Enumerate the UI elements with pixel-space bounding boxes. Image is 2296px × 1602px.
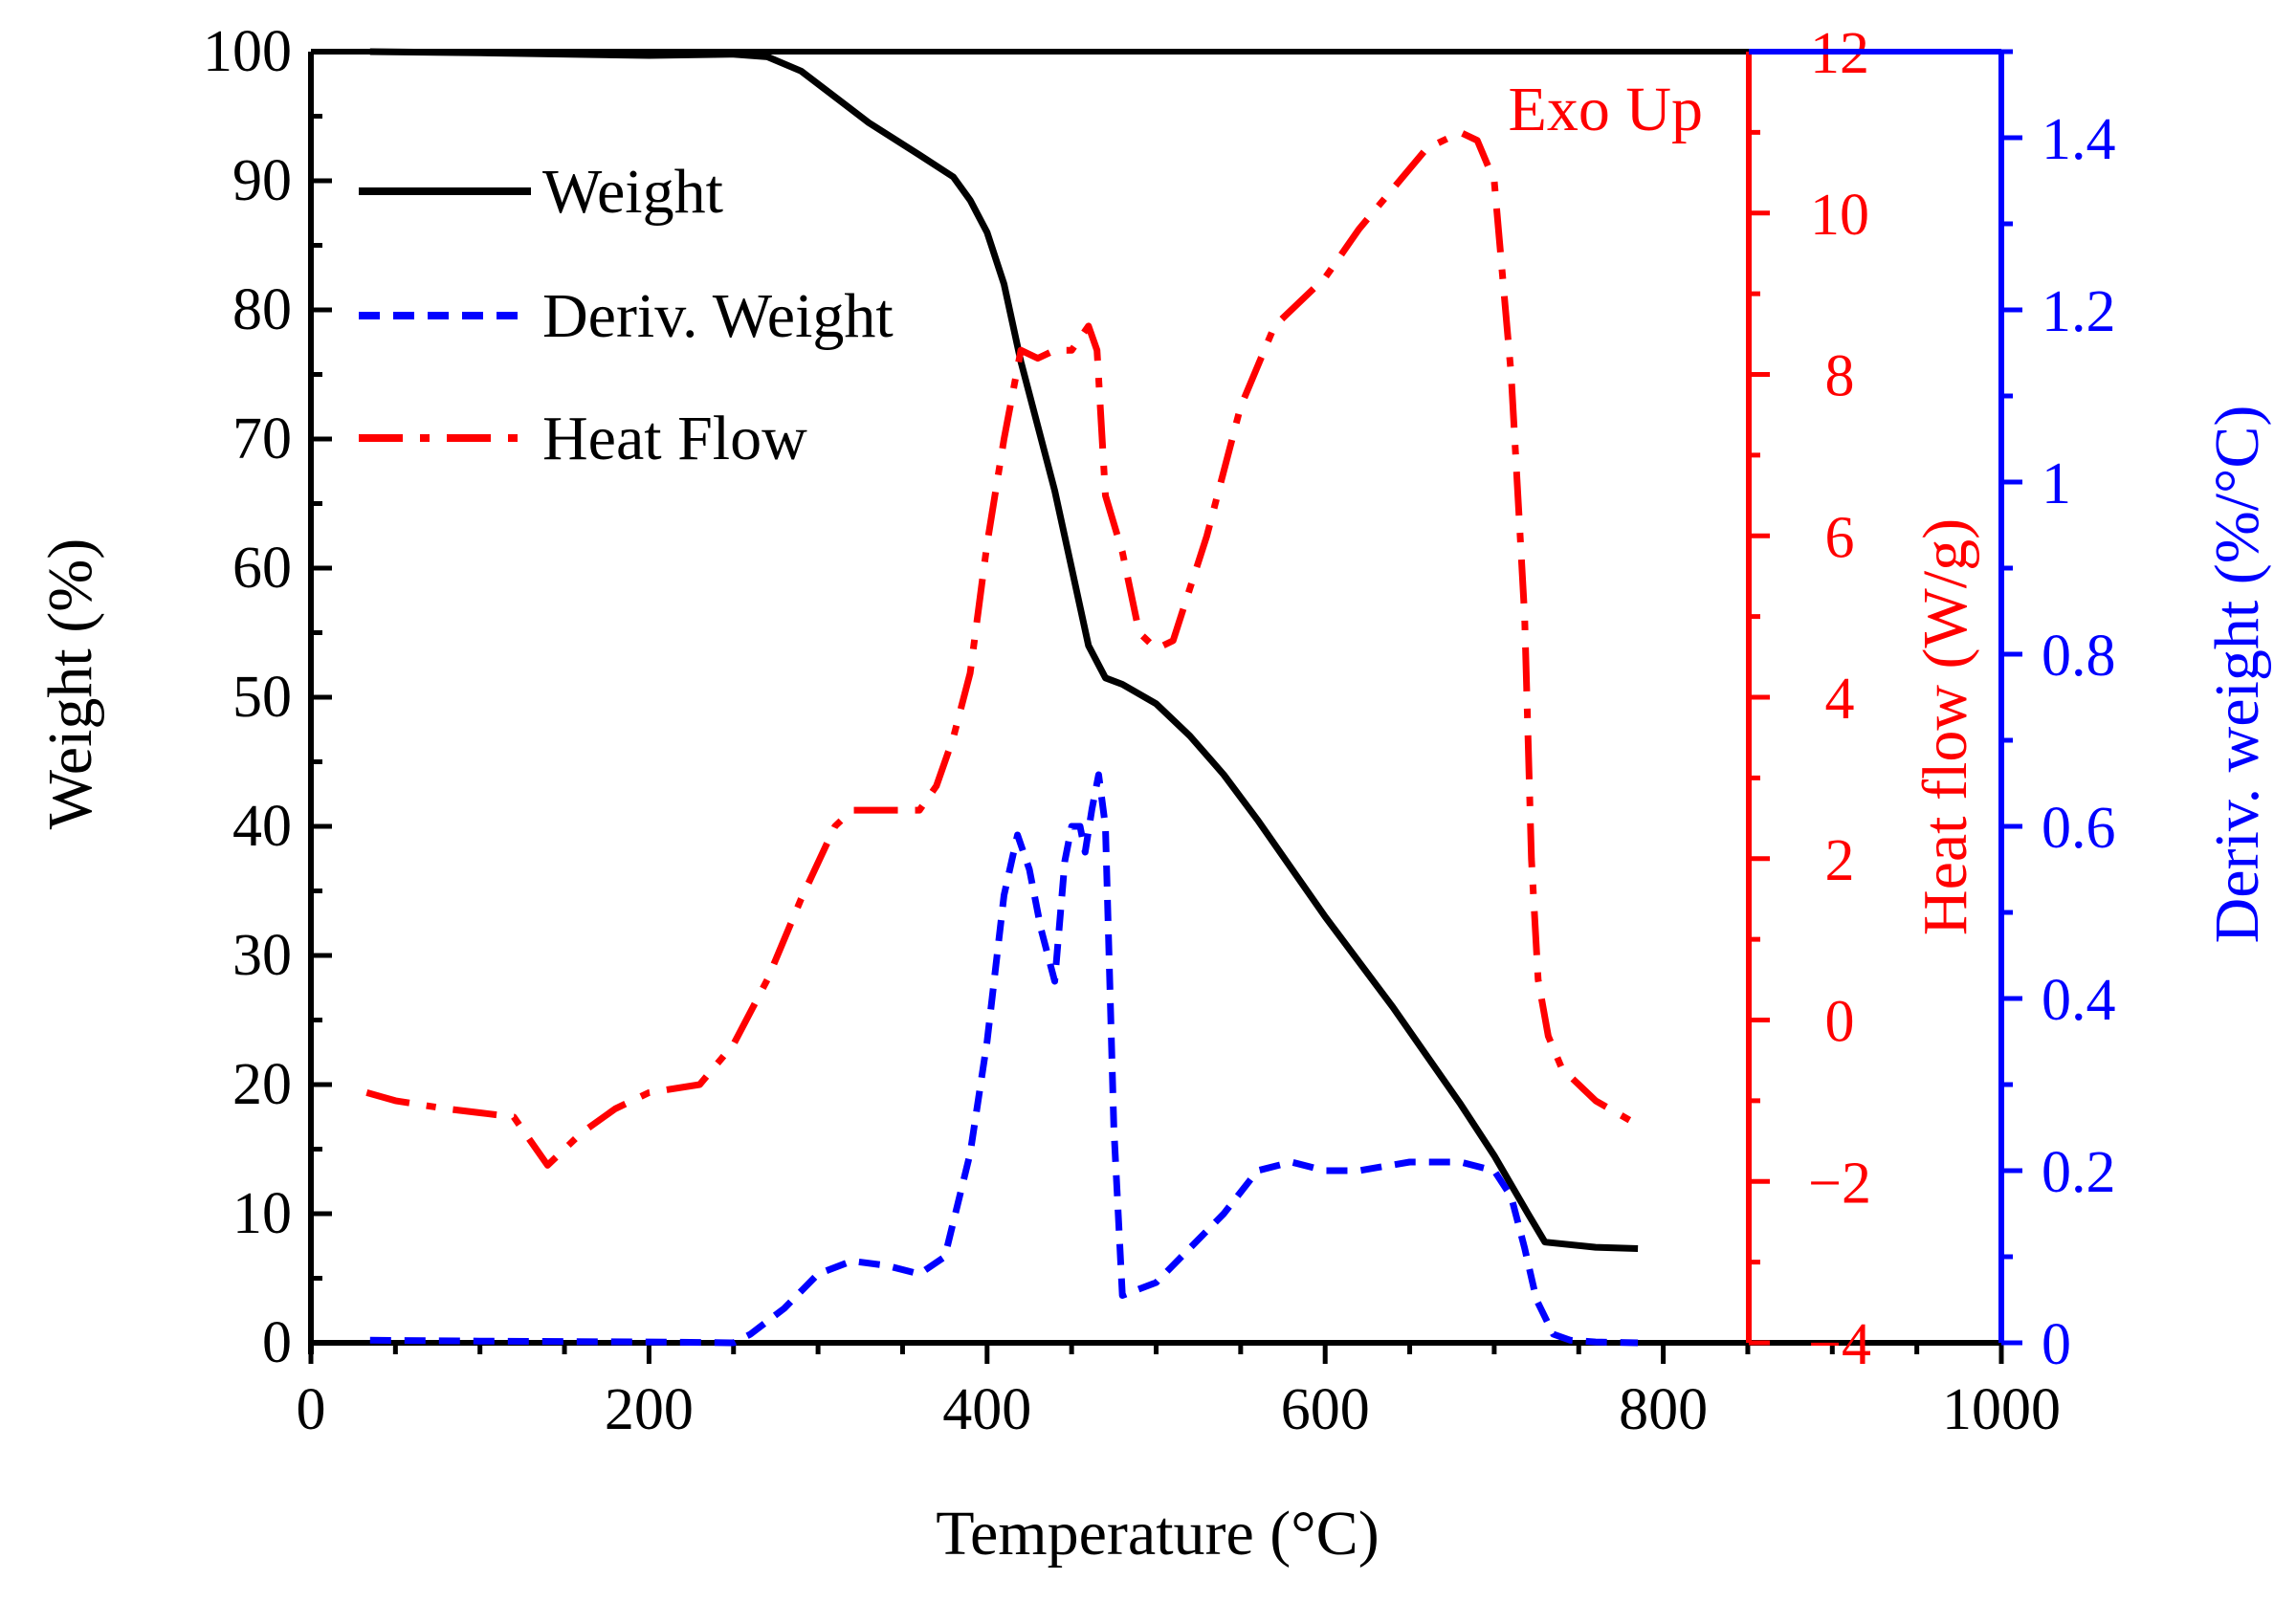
y-left-tick-label: 40 <box>232 794 292 859</box>
y-deriv-tick-label: 0.6 <box>2042 796 2116 861</box>
x-axis-title: Temperature (°C) <box>936 1499 1379 1569</box>
y-left-tick-label: 70 <box>232 406 292 472</box>
legend-item-deriv-weight: Deriv. Weight <box>359 281 894 351</box>
y-left-tick-label: 50 <box>232 665 292 730</box>
y-heat-axis-title: Heat flow (W/g) <box>1910 518 1980 935</box>
y-deriv-tick-label: 0 <box>2042 1312 2071 1377</box>
legend-label-weight: Weight <box>542 157 723 227</box>
x-tick-label: 200 <box>605 1377 694 1442</box>
series-layer <box>365 48 1640 1347</box>
series-line-weight <box>369 48 1639 1252</box>
y-heat-tick-label: 2 <box>1825 828 1855 893</box>
y-deriv-tick-label: 1 <box>2042 451 2071 516</box>
y-deriv-tick-label: 0.2 <box>2042 1140 2116 1205</box>
y-left-tick-label: 20 <box>232 1052 292 1117</box>
legend-item-weight: Weight <box>359 157 723 227</box>
legend-label-deriv-weight: Deriv. Weight <box>542 281 894 351</box>
x-tick-label: 0 <box>297 1377 326 1442</box>
y-deriv-tick-label: 1.2 <box>2042 279 2116 344</box>
y-heat-tick-label: −4 <box>1808 1312 1871 1377</box>
y-left-tick-label: 10 <box>232 1181 292 1246</box>
y-left-tick-label: 30 <box>232 923 292 988</box>
series-line-deriv-weight <box>369 771 1639 1347</box>
y-left-tick-label: 0 <box>262 1310 292 1375</box>
y-deriv-tick-label: 0.4 <box>2042 968 2116 1033</box>
y-left-tick-label: 60 <box>232 536 292 601</box>
y-heat-tick-label: 4 <box>1825 667 1855 732</box>
legend-item-heat-flow: Heat Flow <box>359 404 807 473</box>
y-deriv-tick-label: 1.4 <box>2042 107 2116 172</box>
y-left-axis-title: Weight (%) <box>35 538 105 829</box>
legend: Weight Deriv. Weight Heat Flow <box>359 157 894 473</box>
y-left-tick-label: 90 <box>232 148 292 213</box>
x-tick-label: 600 <box>1281 1377 1370 1442</box>
legend-label-heat-flow: Heat Flow <box>542 404 807 473</box>
y-heat-tick-label: 6 <box>1825 505 1855 570</box>
y-heat-tick-label: 10 <box>1810 183 1869 248</box>
y-heat-tick-label: 8 <box>1825 344 1855 409</box>
y-heat-tick-label: 0 <box>1825 990 1855 1055</box>
y-left-tick-label: 80 <box>232 277 292 342</box>
x-tick-label: 800 <box>1619 1377 1708 1442</box>
x-tick-label: 1000 <box>1942 1377 2061 1442</box>
series-line-heat-flow <box>365 128 1640 1169</box>
y-deriv-tick-label: 0.8 <box>2042 624 2116 689</box>
y-heat-tick-label: −2 <box>1808 1151 1871 1216</box>
y-deriv-axis-title: Deriv. weight (%/°C) <box>2202 406 2272 944</box>
exo-up-annotation: Exo Up <box>1509 75 1703 144</box>
x-tick-label: 400 <box>942 1377 1031 1442</box>
y-left-tick-label: 100 <box>203 19 292 84</box>
